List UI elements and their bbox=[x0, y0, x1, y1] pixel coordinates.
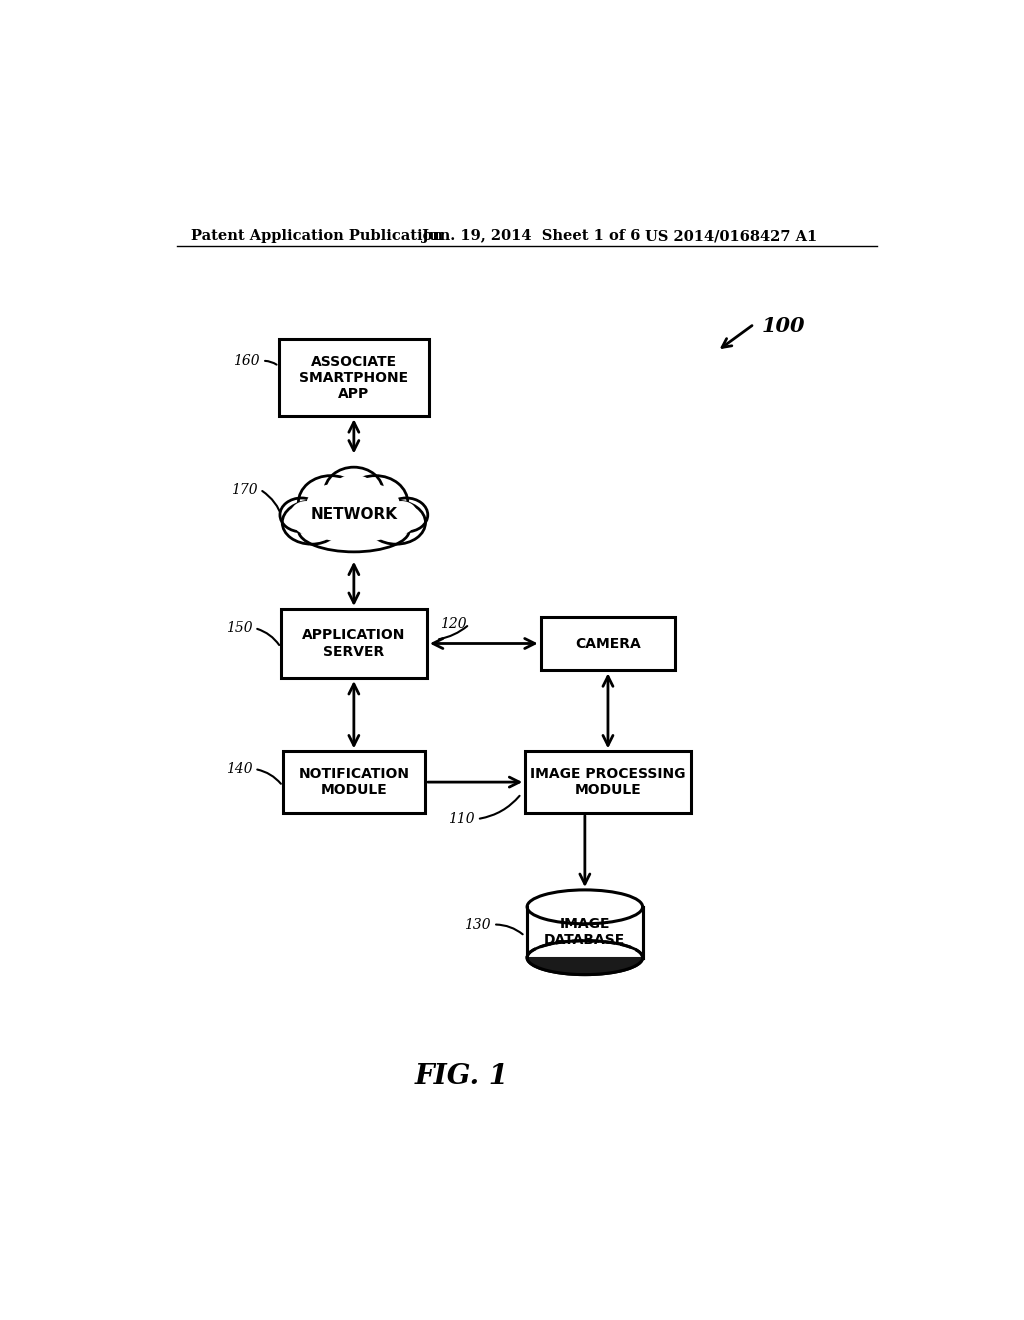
Text: Patent Application Publication: Patent Application Publication bbox=[190, 230, 442, 243]
Bar bbox=[527, 890, 643, 974]
FancyBboxPatch shape bbox=[281, 609, 427, 678]
FancyBboxPatch shape bbox=[525, 751, 691, 813]
Text: 170: 170 bbox=[231, 483, 258, 496]
Ellipse shape bbox=[325, 467, 383, 516]
Ellipse shape bbox=[298, 475, 364, 529]
Text: 110: 110 bbox=[449, 812, 475, 826]
Text: 150: 150 bbox=[225, 622, 252, 635]
Text: CAMERA: CAMERA bbox=[575, 636, 641, 651]
Ellipse shape bbox=[291, 502, 322, 525]
Ellipse shape bbox=[283, 502, 341, 544]
Polygon shape bbox=[527, 958, 643, 974]
Ellipse shape bbox=[345, 484, 400, 527]
Ellipse shape bbox=[292, 506, 339, 536]
Text: NETWORK: NETWORK bbox=[310, 507, 397, 523]
Text: US 2014/0168427 A1: US 2014/0168427 A1 bbox=[645, 230, 817, 243]
Text: NOTIFICATION
MODULE: NOTIFICATION MODULE bbox=[298, 767, 410, 797]
Text: IMAGE
DATABASE: IMAGE DATABASE bbox=[544, 917, 626, 948]
Text: 140: 140 bbox=[225, 762, 252, 776]
Text: 160: 160 bbox=[233, 354, 260, 368]
Text: 100: 100 bbox=[762, 317, 806, 337]
Text: IMAGE PROCESSING
MODULE: IMAGE PROCESSING MODULE bbox=[530, 767, 686, 797]
Ellipse shape bbox=[306, 508, 401, 543]
FancyBboxPatch shape bbox=[279, 339, 429, 416]
Ellipse shape bbox=[385, 498, 428, 532]
Text: 130: 130 bbox=[464, 917, 490, 932]
FancyBboxPatch shape bbox=[541, 616, 676, 671]
Ellipse shape bbox=[386, 502, 417, 525]
Text: ASSOCIATE
SMARTPHONE
APP: ASSOCIATE SMARTPHONE APP bbox=[299, 355, 409, 401]
Ellipse shape bbox=[343, 475, 408, 529]
Ellipse shape bbox=[330, 475, 379, 515]
Text: 120: 120 bbox=[440, 618, 467, 631]
Ellipse shape bbox=[298, 508, 410, 552]
Ellipse shape bbox=[306, 484, 361, 527]
Text: FIG. 1: FIG. 1 bbox=[415, 1063, 509, 1090]
Ellipse shape bbox=[527, 941, 643, 974]
Ellipse shape bbox=[528, 942, 641, 973]
Text: Jun. 19, 2014  Sheet 1 of 6: Jun. 19, 2014 Sheet 1 of 6 bbox=[422, 230, 640, 243]
Ellipse shape bbox=[367, 502, 425, 544]
Text: APPLICATION
SERVER: APPLICATION SERVER bbox=[302, 628, 406, 659]
Ellipse shape bbox=[280, 498, 323, 532]
Ellipse shape bbox=[370, 506, 416, 536]
FancyBboxPatch shape bbox=[283, 751, 425, 813]
Ellipse shape bbox=[527, 890, 643, 924]
